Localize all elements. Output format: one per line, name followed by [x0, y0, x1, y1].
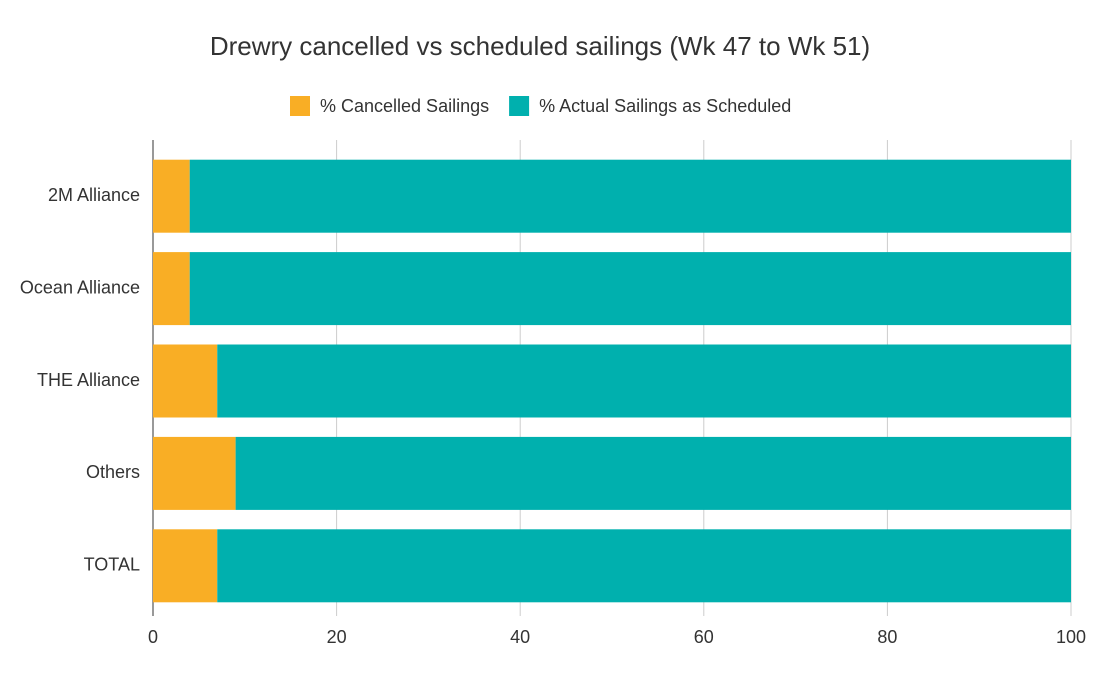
- x-tick-label: 20: [327, 627, 347, 647]
- bar-segment: [153, 344, 218, 418]
- x-tick-label: 100: [1056, 627, 1086, 647]
- bar-segment: [189, 159, 1072, 233]
- y-tick-label: Others: [86, 462, 140, 482]
- x-tick-label: 40: [510, 627, 530, 647]
- bar-segment: [153, 159, 190, 233]
- legend-label: % Cancelled Sailings: [320, 96, 489, 116]
- bar-segment: [153, 252, 190, 326]
- bar-segment: [235, 436, 1071, 510]
- bar-segment: [217, 344, 1071, 418]
- bar-segment: [217, 529, 1071, 603]
- y-tick-label: THE Alliance: [37, 370, 140, 390]
- bar-segment: [153, 436, 236, 510]
- y-tick-label: 2M Alliance: [48, 185, 140, 205]
- bar-segment: [153, 529, 218, 603]
- y-tick-label: TOTAL: [84, 555, 140, 575]
- y-tick-label: Ocean Alliance: [20, 277, 140, 297]
- x-tick-label: 80: [877, 627, 897, 647]
- legend-swatch: [290, 96, 310, 116]
- x-tick-label: 0: [148, 627, 158, 647]
- bar-segment: [189, 252, 1072, 326]
- x-tick-label: 60: [694, 627, 714, 647]
- chart-title: Drewry cancelled vs scheduled sailings (…: [210, 31, 870, 61]
- legend-label: % Actual Sailings as Scheduled: [539, 96, 791, 116]
- legend-swatch: [509, 96, 530, 116]
